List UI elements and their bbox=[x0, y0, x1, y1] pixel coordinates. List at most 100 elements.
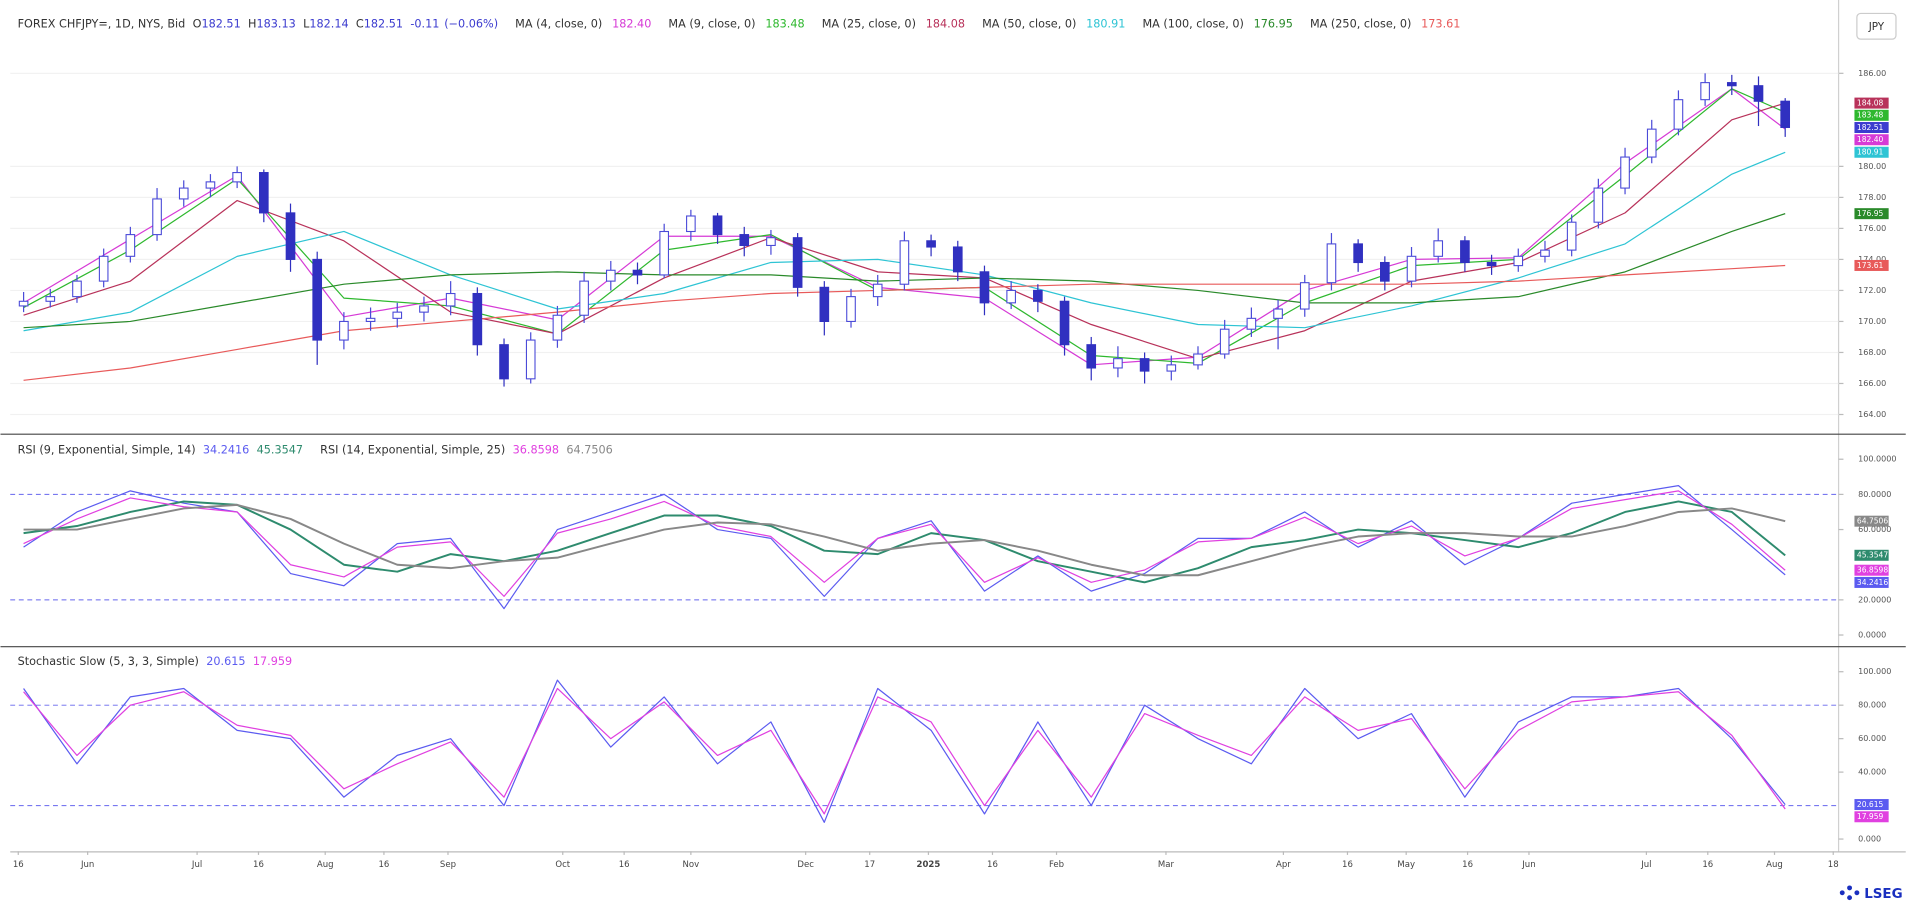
x-tick-label: Jun bbox=[1521, 860, 1535, 870]
candle-body bbox=[98, 255, 109, 282]
price-badge bbox=[1854, 146, 1889, 158]
x-tick-label: 16 bbox=[253, 860, 264, 870]
candle-body bbox=[605, 269, 616, 282]
price-badge-label: 34.2416 bbox=[1857, 578, 1888, 587]
price-badge-label: 176.95 bbox=[1857, 209, 1884, 218]
legend-value: 34.2416 bbox=[203, 444, 249, 457]
candle-body bbox=[1380, 261, 1390, 282]
candle-body bbox=[445, 292, 456, 307]
candle-body bbox=[1166, 364, 1177, 372]
ohlc-value: 182.51 bbox=[364, 17, 403, 30]
candle-body bbox=[499, 344, 509, 380]
x-tick-label: 16 bbox=[1462, 860, 1473, 870]
candle-body bbox=[1700, 82, 1710, 101]
candle-body bbox=[1486, 261, 1497, 267]
candle-body bbox=[1006, 289, 1016, 304]
candle-body bbox=[1620, 156, 1630, 189]
price-badge-label: 182.40 bbox=[1857, 135, 1884, 144]
candle-body bbox=[1059, 300, 1070, 346]
price-badge bbox=[1854, 122, 1889, 134]
y-tick-label: 186.00 bbox=[1858, 69, 1886, 78]
candle-body bbox=[632, 269, 643, 276]
candle-body bbox=[1513, 255, 1524, 267]
price-badge bbox=[1854, 109, 1889, 121]
x-tick-label: Jul bbox=[191, 860, 202, 870]
legend-name: MA (9, close, 0) bbox=[668, 17, 755, 30]
x-tick-label: 16 bbox=[987, 860, 998, 870]
candle-body bbox=[285, 212, 296, 260]
legend-name: MA (250, close, 0) bbox=[1310, 17, 1411, 30]
x-tick-label: 17 bbox=[864, 860, 875, 870]
candle-body bbox=[1086, 344, 1097, 369]
candle-body bbox=[819, 286, 830, 322]
candle-body bbox=[926, 240, 936, 248]
price-badge bbox=[1854, 259, 1889, 271]
candle-body bbox=[178, 187, 189, 200]
y-tick-label: 20.0000 bbox=[1858, 595, 1891, 604]
candle-body bbox=[45, 296, 56, 302]
legend: RSI (9, Exponential, Simple, 14) 34.2416 4… bbox=[18, 444, 613, 457]
legend-name: RSI (9, Exponential, Simple, 14) bbox=[18, 444, 196, 457]
price-badge-label: 180.91 bbox=[1857, 148, 1884, 157]
x-tick-label: Aug bbox=[317, 860, 334, 870]
change: -0.11 bbox=[410, 17, 439, 30]
pane: 100.0000 80.0000 60.0000 20.0000 0.0000 RSI (… bbox=[10, 444, 1897, 640]
legend: Stochastic Slow (5, 3, 3, Simple) 20.615 1… bbox=[18, 655, 293, 668]
y-tick-label: 166.00 bbox=[1858, 379, 1886, 388]
x-tick-label: Jun bbox=[80, 860, 94, 870]
logo-dot bbox=[1839, 890, 1845, 896]
candle-body bbox=[1593, 187, 1604, 223]
candle-body bbox=[1646, 128, 1657, 158]
x-tick-label: Nov bbox=[683, 860, 700, 870]
candle-body bbox=[579, 280, 589, 316]
y-tick-label: 176.00 bbox=[1858, 224, 1886, 233]
x-tick-label: Sep bbox=[440, 860, 456, 870]
price-badge-label: 64.7506 bbox=[1857, 517, 1888, 526]
candle-body bbox=[1193, 353, 1203, 366]
y-tick-label: 180.00 bbox=[1858, 162, 1886, 171]
price-badge bbox=[1854, 799, 1889, 811]
y-tick-label: 100.000 bbox=[1858, 667, 1891, 676]
y-tick-label: 80.000 bbox=[1858, 701, 1886, 710]
currency-label[interactable]: JPY bbox=[1868, 21, 1885, 33]
candle-body bbox=[979, 271, 990, 304]
candle-body bbox=[1673, 99, 1684, 130]
series-line bbox=[23, 484, 1786, 610]
candle-body bbox=[1273, 308, 1283, 319]
x-tick-label: Dec bbox=[797, 860, 814, 870]
currency-button[interactable] bbox=[1856, 12, 1897, 40]
price-badge-label: 184.08 bbox=[1857, 98, 1884, 107]
x-tick-label: Oct bbox=[555, 860, 570, 870]
candle-body bbox=[686, 215, 696, 233]
y-tick-label: 164.00 bbox=[1858, 410, 1886, 419]
legend-value: 173.61 bbox=[1421, 17, 1460, 30]
x-tick-label: 16 bbox=[13, 860, 24, 870]
ohlc-label: C bbox=[356, 17, 364, 30]
x-tick-label: Jul bbox=[1640, 860, 1651, 870]
x-tick-label: Apr bbox=[1276, 860, 1291, 870]
price-badge bbox=[1854, 811, 1889, 823]
y-tick-label: 168.00 bbox=[1858, 348, 1886, 357]
candle-body bbox=[712, 215, 723, 236]
candle-body bbox=[525, 339, 536, 380]
legend-value: 36.8598 bbox=[513, 444, 559, 457]
legend-value: 183.48 bbox=[765, 17, 804, 30]
legend-value: 184.08 bbox=[926, 17, 965, 30]
candle-body bbox=[846, 296, 856, 322]
y-tick-label: 40.000 bbox=[1858, 768, 1886, 777]
ohlc-label: H bbox=[248, 17, 256, 30]
legend-value: 20.615 bbox=[206, 655, 245, 668]
candle-body bbox=[1433, 240, 1444, 257]
candle-body bbox=[552, 314, 563, 341]
y-tick-label: 174.00 bbox=[1858, 255, 1886, 264]
legend-name: Stochastic Slow (5, 3, 3, Simple) bbox=[18, 655, 199, 668]
x-tick-label: 18 bbox=[1828, 860, 1839, 870]
candle-body bbox=[1353, 243, 1363, 264]
logo-dot bbox=[1854, 890, 1860, 896]
y-tick-label: 0.0000 bbox=[1858, 631, 1886, 640]
legend-title: FOREX CHFJPY=, 1D, NYS, Bid bbox=[18, 17, 186, 30]
candle-body bbox=[952, 246, 963, 273]
price-badge bbox=[1854, 97, 1889, 109]
series-line bbox=[23, 500, 1786, 584]
